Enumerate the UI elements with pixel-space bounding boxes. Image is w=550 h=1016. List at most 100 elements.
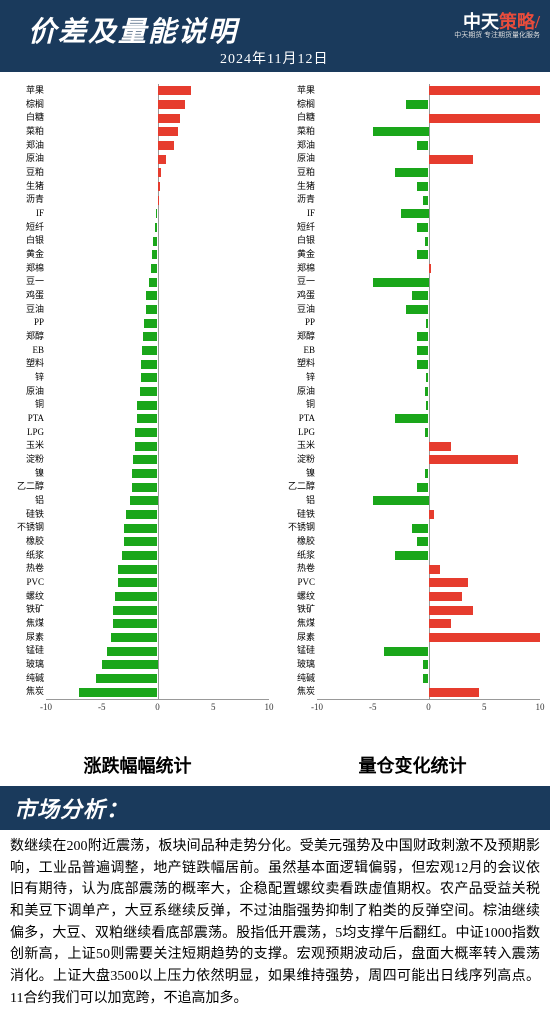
bar-label: 白银 bbox=[275, 234, 315, 248]
bar-row: 原油 bbox=[46, 385, 269, 399]
bar-row: EB bbox=[317, 344, 540, 358]
bar-label: 硅铁 bbox=[4, 508, 44, 522]
x-tick: -10 bbox=[311, 702, 323, 712]
bar-row: 豆一 bbox=[317, 275, 540, 289]
bar-row: 鸡蛋 bbox=[46, 289, 269, 303]
bar-label: 乙二醇 bbox=[275, 480, 315, 494]
bar-label: 生猪 bbox=[275, 180, 315, 194]
bar-label: PP bbox=[4, 316, 44, 330]
bar-label: PTA bbox=[275, 412, 315, 426]
bar-rect bbox=[406, 305, 428, 314]
bar-rect bbox=[153, 237, 157, 246]
bar-row: PVC bbox=[317, 576, 540, 590]
bar-rect bbox=[429, 565, 440, 574]
bar-label: 铝 bbox=[275, 494, 315, 508]
bar-label: PTA bbox=[4, 412, 44, 426]
logo-main: 中天 bbox=[463, 12, 499, 32]
bar-row: 淀粉 bbox=[46, 453, 269, 467]
bar-rect bbox=[141, 373, 158, 382]
bar-row: 郑棉 bbox=[46, 262, 269, 276]
bar-label: 尿素 bbox=[275, 631, 315, 645]
bar-row: 热卷 bbox=[317, 562, 540, 576]
bar-row: 苹果 bbox=[46, 84, 269, 98]
bar-label: 菜粕 bbox=[275, 125, 315, 139]
bar-row: 菜粕 bbox=[317, 125, 540, 139]
analysis-body: 数继续在200附近震荡，板块间品种走势分化。受美元强势及中国财政刺激不及预期影响… bbox=[0, 830, 550, 1016]
bar-row: 棕榈 bbox=[317, 98, 540, 112]
bar-label: 纯碱 bbox=[4, 672, 44, 686]
bar-label: 淀粉 bbox=[4, 453, 44, 467]
bar-row: 螺纹 bbox=[46, 590, 269, 604]
bar-row: 锌 bbox=[317, 371, 540, 385]
bar-label: IF bbox=[4, 207, 44, 221]
bar-row: LPG bbox=[317, 426, 540, 440]
bar-label: 焦炭 bbox=[4, 685, 44, 699]
bar-label: 淀粉 bbox=[275, 453, 315, 467]
bar-row: 锰硅 bbox=[317, 644, 540, 658]
bar-rect bbox=[423, 196, 429, 205]
bar-label: EB bbox=[4, 344, 44, 358]
bar-label: 原油 bbox=[275, 385, 315, 399]
bar-rect bbox=[130, 496, 158, 505]
bar-label: LPG bbox=[4, 426, 44, 440]
bar-rect bbox=[373, 278, 429, 287]
bar-label: 锌 bbox=[275, 371, 315, 385]
bar-row: 原油 bbox=[46, 152, 269, 166]
bar-rect bbox=[417, 250, 428, 259]
bar-label: 白糖 bbox=[275, 111, 315, 125]
bar-label: PP bbox=[275, 316, 315, 330]
bar-rect bbox=[158, 196, 159, 205]
bar-label: 豆油 bbox=[4, 303, 44, 317]
bar-rect bbox=[79, 688, 157, 697]
bar-label: 豆粕 bbox=[275, 166, 315, 180]
bar-row: IF bbox=[317, 207, 540, 221]
bar-row: 橡胶 bbox=[46, 535, 269, 549]
bar-row: 尿素 bbox=[46, 631, 269, 645]
bar-rect bbox=[146, 291, 157, 300]
bar-rect bbox=[425, 387, 428, 396]
bar-row: 纸浆 bbox=[317, 549, 540, 563]
bar-row: 螺纹 bbox=[317, 590, 540, 604]
bar-row: 硅铁 bbox=[317, 508, 540, 522]
bar-label: 黄金 bbox=[4, 248, 44, 262]
bar-row: 锌 bbox=[46, 371, 269, 385]
bar-label: 铁矿 bbox=[4, 603, 44, 617]
bar-row: 鸡蛋 bbox=[317, 289, 540, 303]
bar-label: 豆油 bbox=[275, 303, 315, 317]
x-tick: -10 bbox=[40, 702, 52, 712]
bar-rect bbox=[143, 332, 157, 341]
bar-rect bbox=[412, 524, 429, 533]
bar-rect bbox=[395, 414, 428, 423]
bar-label: 不锈钢 bbox=[275, 521, 315, 535]
bar-label: 黄金 bbox=[275, 248, 315, 262]
bar-row: 棕榈 bbox=[46, 98, 269, 112]
bar-rect bbox=[429, 86, 541, 95]
bar-row: 玉米 bbox=[317, 439, 540, 453]
bar-rect bbox=[426, 401, 428, 410]
bar-label: 塑料 bbox=[4, 357, 44, 371]
bar-row: 玻璃 bbox=[46, 658, 269, 672]
bar-row: 郑油 bbox=[317, 139, 540, 153]
bar-label: 郑醇 bbox=[4, 330, 44, 344]
bar-rect bbox=[373, 496, 429, 505]
bar-rect bbox=[425, 237, 428, 246]
bar-row: 铁矿 bbox=[46, 603, 269, 617]
bar-label: 沥青 bbox=[4, 193, 44, 207]
bar-rect bbox=[122, 551, 158, 560]
bar-label: 塑料 bbox=[275, 357, 315, 371]
bar-label: 白糖 bbox=[4, 111, 44, 125]
bar-row: 沥青 bbox=[317, 193, 540, 207]
bar-rect bbox=[118, 565, 157, 574]
x-tick: -5 bbox=[369, 702, 377, 712]
bar-label: 玉米 bbox=[275, 439, 315, 453]
bar-row: 焦煤 bbox=[317, 617, 540, 631]
bar-label: 白银 bbox=[4, 234, 44, 248]
bar-label: 生猪 bbox=[4, 180, 44, 194]
chart-titles: 涨跌幅幅统计 量仓变化统计 bbox=[0, 752, 550, 786]
bar-label: 焦炭 bbox=[275, 685, 315, 699]
bar-label: 原油 bbox=[4, 152, 44, 166]
bar-rect bbox=[96, 674, 157, 683]
bar-label: 棕榈 bbox=[275, 98, 315, 112]
bar-label: 原油 bbox=[4, 385, 44, 399]
bar-rect bbox=[132, 483, 158, 492]
